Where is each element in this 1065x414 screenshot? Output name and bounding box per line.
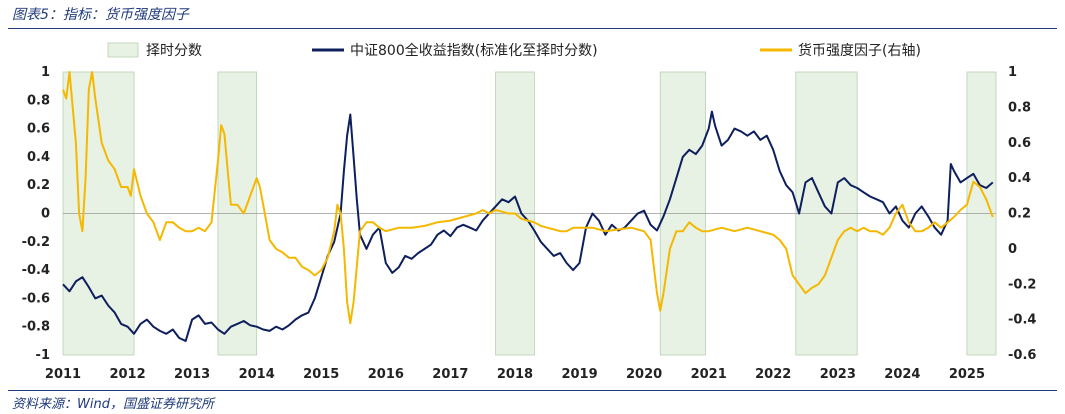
y-left-tick-label: 1	[41, 65, 50, 80]
x-tick-label: 2017	[432, 367, 468, 382]
x-axis: 2011 2012 2013 2014 2015 2016 2017 2018 2019 2020…	[45, 367, 985, 382]
top-rule	[8, 28, 1057, 29]
legend-label-money: 货币强度因子(右轴)	[798, 42, 921, 59]
y-right-tick-label: 0	[1008, 242, 1017, 257]
y-right-tick-label: 0.2	[1008, 207, 1031, 222]
figure-title: 图表5：指标：货币强度因子	[12, 7, 189, 23]
y-right-tick-label: -0.4	[1008, 313, 1036, 328]
x-tick-label: 2013	[174, 367, 210, 382]
x-tick-label: 2018	[497, 367, 533, 382]
legend-swatch-shade	[107, 42, 139, 58]
x-tick-label: 2014	[239, 367, 275, 382]
y-right-tick-label: -0.6	[1008, 348, 1036, 363]
y-left-tick-label: 0.8	[27, 93, 50, 108]
y-left-tick-label: -0.2	[22, 235, 50, 250]
x-tick-label: 2024	[884, 367, 920, 382]
series-lines	[62, 71, 994, 342]
y-left-tick-label: 0.4	[27, 150, 50, 165]
x-tick-label: 2025	[949, 367, 985, 382]
x-tick-label: 2020	[626, 367, 662, 382]
x-tick-label: 2022	[755, 367, 791, 382]
bottom-rule	[8, 390, 1057, 391]
x-tick-label: 2012	[109, 367, 145, 382]
y-right-tick-label: 0.8	[1008, 100, 1031, 115]
y-right-tick-label: 0.6	[1008, 136, 1031, 151]
left-axis: 1 0.8 0.6 0.4 0.2 0 -0.2 -0.4 -0.6 -0.8 -1	[22, 65, 50, 363]
x-tick-label: 2021	[691, 367, 727, 382]
source-note: 资料来源：Wind，国盛证券研究所	[12, 397, 214, 412]
x-tick-label: 2023	[820, 367, 856, 382]
legend-label-shade: 择时分数	[146, 43, 202, 59]
y-left-tick-label: 0.2	[27, 178, 50, 193]
x-tick-label: 2019	[561, 367, 597, 382]
y-left-tick-label: -1	[36, 348, 50, 363]
x-tick-label: 2015	[303, 367, 339, 382]
series-line-csi800	[62, 110, 994, 342]
y-right-tick-label: -0.2	[1008, 277, 1036, 292]
y-right-tick-label: 1	[1008, 65, 1017, 80]
x-tick-label: 2011	[45, 367, 81, 382]
y-left-tick-label: -0.6	[22, 291, 50, 306]
y-right-tick-label: 0.4	[1008, 171, 1031, 186]
legend: 择时分数 中证800全收益指数(标准化至择时分数) 货币强度因子(右轴)	[107, 42, 921, 59]
series-line-money-factor	[62, 71, 994, 325]
y-left-tick-label: -0.4	[22, 263, 50, 278]
y-left-tick-label: 0	[41, 207, 50, 222]
y-left-tick-label: -0.8	[22, 320, 50, 335]
right-axis: 1 0.8 0.6 0.4 0.2 0 -0.2 -0.4 -0.6	[1008, 65, 1036, 363]
legend-label-index: 中证800全收益指数(标准化至择时分数)	[350, 42, 598, 59]
x-tick-label: 2016	[368, 367, 404, 382]
y-left-tick-label: 0.6	[27, 122, 50, 137]
